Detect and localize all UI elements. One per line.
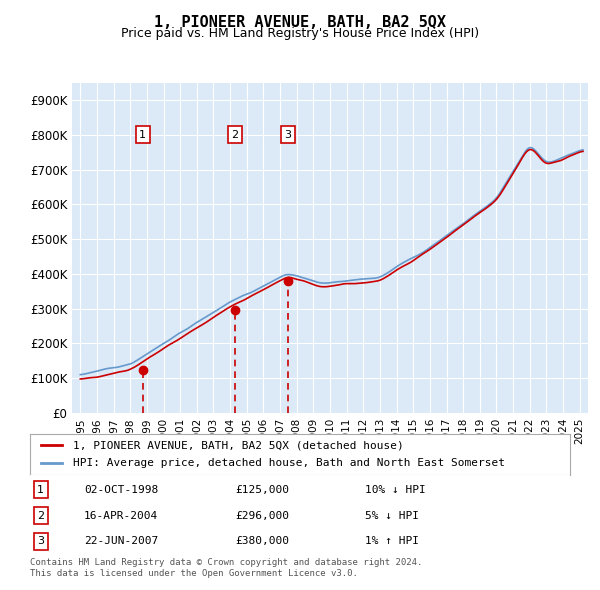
Text: This data is licensed under the Open Government Licence v3.0.: This data is licensed under the Open Gov…: [30, 569, 358, 578]
Text: 02-OCT-1998: 02-OCT-1998: [84, 485, 158, 494]
Text: 1, PIONEER AVENUE, BATH, BA2 5QX: 1, PIONEER AVENUE, BATH, BA2 5QX: [154, 15, 446, 30]
Text: 1: 1: [37, 485, 44, 494]
Text: 1% ↑ HPI: 1% ↑ HPI: [365, 536, 419, 546]
Text: 3: 3: [284, 130, 292, 140]
Text: 16-APR-2004: 16-APR-2004: [84, 510, 158, 520]
Text: 22-JUN-2007: 22-JUN-2007: [84, 536, 158, 546]
Text: 1, PIONEER AVENUE, BATH, BA2 5QX (detached house): 1, PIONEER AVENUE, BATH, BA2 5QX (detach…: [73, 440, 404, 450]
Text: 3: 3: [37, 536, 44, 546]
Text: £125,000: £125,000: [235, 485, 289, 494]
Text: 5% ↓ HPI: 5% ↓ HPI: [365, 510, 419, 520]
Text: £296,000: £296,000: [235, 510, 289, 520]
Text: 1: 1: [139, 130, 146, 140]
Text: Contains HM Land Registry data © Crown copyright and database right 2024.: Contains HM Land Registry data © Crown c…: [30, 558, 422, 566]
Text: Price paid vs. HM Land Registry's House Price Index (HPI): Price paid vs. HM Land Registry's House …: [121, 27, 479, 40]
Text: HPI: Average price, detached house, Bath and North East Somerset: HPI: Average price, detached house, Bath…: [73, 458, 505, 468]
Text: 10% ↓ HPI: 10% ↓ HPI: [365, 485, 425, 494]
Text: £380,000: £380,000: [235, 536, 289, 546]
Text: 2: 2: [37, 510, 44, 520]
Text: 2: 2: [231, 130, 238, 140]
